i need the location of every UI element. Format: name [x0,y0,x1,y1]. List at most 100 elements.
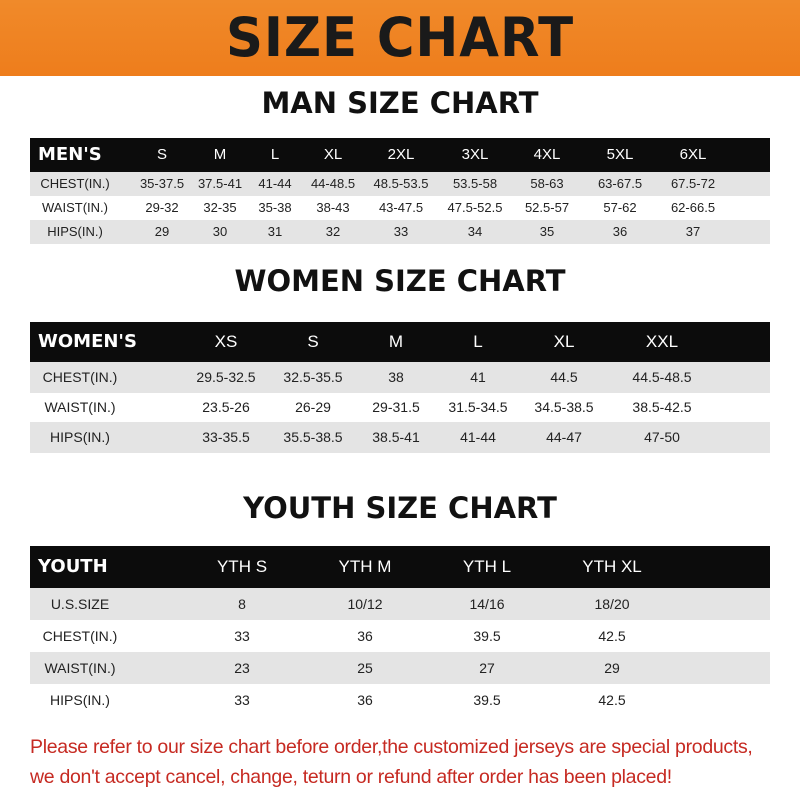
table-cell: 58-63 [530,176,564,191]
men-section-title: MAN SIZE CHART [261,86,539,120]
table-row: CHEST(IN.) 33 36 39.5 42.5 [30,620,770,652]
size-header: M [388,332,404,351]
table-cell: 48.5-53.5 [373,176,429,191]
size-header: 4XL [533,146,561,163]
table-cell: 34.5-38.5 [534,399,594,415]
table-row: WAIST(IN.) 23.5-26 26-29 29-31.5 31.5-34.5 34… [30,393,770,422]
table-cell: 47.5-52.5 [447,200,503,215]
youth-size-table: YOUTH YTH S YTH M YTH L YTH XL U.S.SIZE 8 10/12… [30,546,770,716]
notice-line-1: Please refer to our size chart before or… [30,736,753,758]
table-cell: 18/20 [594,596,630,612]
size-header: YTH XL [582,557,642,576]
row-label: U.S.SIZE [50,596,110,612]
youth-header-row: YOUTH YTH S YTH M YTH L YTH XL [30,546,770,588]
table-cell: 29-32 [145,200,179,215]
table-cell: 14/16 [469,596,505,612]
table-cell: 42.5 [598,692,626,708]
table-cell: 35.5-38.5 [283,429,343,445]
table-title: YOUTH [38,556,108,577]
size-header: 3XL [461,146,489,163]
table-cell: 33 [234,628,250,644]
women-header-row: WOMEN'S XS S M L XL XXL [30,322,770,362]
page-title: SIZE CHART [225,6,575,69]
table-cell: 29.5-32.5 [196,369,256,385]
size-header: 2XL [387,146,415,163]
table-row: CHEST(IN.) 35-37.5 37.5-41 41-44 44-48.5 48.5… [30,172,770,196]
table-title: MEN'S [38,144,102,165]
size-header: L [473,332,483,351]
size-header: XL [323,146,343,163]
row-label: WAIST(IN.) [44,399,116,415]
table-cell: 29-31.5 [372,399,420,415]
table-row: CHEST(IN.) 29.5-32.5 32.5-35.5 38 41 44.5 44.5… [30,362,770,393]
size-header: S [156,146,168,163]
table-cell: 25 [357,660,373,676]
table-cell: 57-62 [603,200,637,215]
size-header: YTH M [338,557,392,576]
table-cell: 36 [357,628,373,644]
table-cell: 35 [539,224,555,239]
row-label: CHEST(IN.) [42,628,118,644]
table-cell: 27 [479,660,495,676]
table-row: HIPS(IN.) 33-35.5 35.5-38.5 38.5-41 41-44 44-… [30,422,770,453]
table-cell: 37 [685,224,701,239]
table-cell: 31 [267,224,283,239]
table-cell: 34 [467,224,483,239]
row-label: CHEST(IN.) [42,369,118,385]
table-cell: 29 [604,660,620,676]
size-header: YTH S [216,557,268,576]
table-cell: 63-67.5 [597,176,643,191]
table-cell: 36 [612,224,628,239]
table-row: WAIST(IN.) 23 25 27 29 [30,652,770,684]
men-header-row: MEN'S S M L XL 2XL 3XL 4XL 5XL 6XL [30,138,770,172]
table-cell: 38.5-42.5 [632,399,692,415]
row-label: HIPS(IN.) [50,429,110,445]
table-cell: 23.5-26 [202,399,250,415]
table-cell: 53.5-58 [452,176,498,191]
size-header: XL [553,332,575,351]
table-cell: 52.5-57 [524,200,570,215]
table-cell: 62-66.5 [670,200,716,215]
table-cell: 8 [238,596,246,612]
table-title: WOMEN'S [38,331,137,352]
table-cell: 41-44 [258,176,292,191]
table-cell: 38.5-41 [372,429,420,445]
table-cell: 35-38 [258,200,292,215]
table-cell: 38 [388,369,404,385]
table-row: WAIST(IN.) 29-32 32-35 35-38 38-43 43-47.5 47.… [30,196,770,220]
size-header: L [270,146,280,163]
men-size-table: MEN'S S M L XL 2XL 3XL 4XL 5XL 6XL CHEST(IN.) 35-37… [30,138,770,244]
order-notice: Please refer to our size chart before or… [30,732,790,792]
table-row: HIPS(IN.) 29 30 31 32 33 34 35 36 37 [30,220,770,244]
row-label: CHEST(IN.) [40,176,110,191]
table-cell: 44.5-48.5 [632,369,692,385]
table-cell: 39.5 [473,692,501,708]
table-cell: 42.5 [598,628,626,644]
table-row: HIPS(IN.) 33 36 39.5 42.5 [30,684,770,716]
table-cell: 44-48.5 [310,176,356,191]
row-label: WAIST(IN.) [44,660,116,676]
table-cell: 29 [154,224,170,239]
size-header: XS [214,332,238,351]
table-cell: 36 [357,692,373,708]
table-cell: 67.5-72 [670,176,716,191]
table-cell: 32 [325,224,341,239]
women-size-table: WOMEN'S XS S M L XL XXL CHEST(IN.) 29.5-32.5 32.5… [30,322,770,453]
size-header: YTH L [462,557,512,576]
table-cell: 31.5-34.5 [448,399,508,415]
table-cell: 35-37.5 [139,176,185,191]
table-cell: 41 [470,369,486,385]
table-cell: 33-35.5 [202,429,250,445]
table-cell: 32.5-35.5 [283,369,343,385]
table-cell: 26-29 [295,399,331,415]
notice-line-2: we don't accept cancel, change, teturn o… [30,766,672,788]
table-cell: 23 [234,660,250,676]
table-cell: 43-47.5 [378,200,424,215]
table-cell: 38-43 [316,200,350,215]
size-header: XXL [645,332,679,351]
women-section-title: WOMEN SIZE CHART [234,264,566,298]
youth-section-title: YOUTH SIZE CHART [243,491,557,525]
table-cell: 39.5 [473,628,501,644]
size-header: 5XL [606,146,634,163]
table-cell: 44-47 [546,429,582,445]
